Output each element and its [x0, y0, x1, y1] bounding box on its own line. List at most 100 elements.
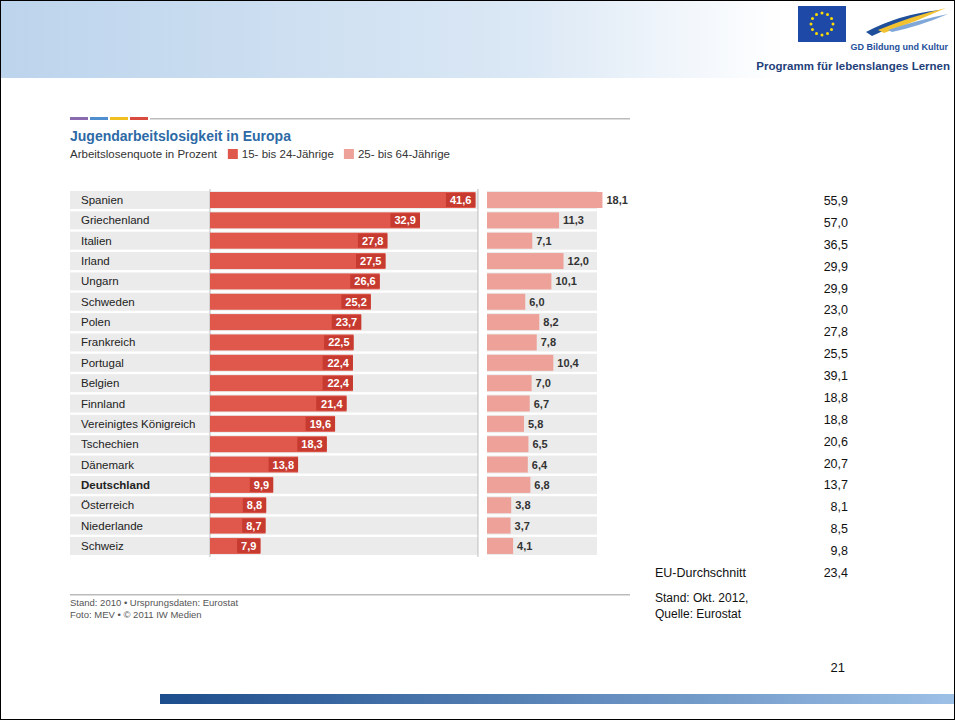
update-value: 18,8 — [824, 391, 848, 405]
row-stripe — [70, 354, 478, 372]
legend-label: 15- bis 24-Jährige — [242, 148, 334, 160]
eu-star — [830, 28, 833, 31]
row-stripe — [487, 456, 597, 474]
legend-swatch — [344, 149, 354, 159]
bar — [487, 233, 532, 249]
bar — [210, 396, 347, 412]
bar — [210, 334, 354, 350]
eu-star — [810, 23, 813, 26]
data-label-box — [341, 295, 370, 309]
data-label-box — [323, 356, 353, 370]
update-value: 29,9 — [824, 282, 848, 296]
data-label-box — [269, 458, 298, 472]
chart-title: Jugendarbeitslosigkeit in Europa — [70, 128, 291, 144]
bars-group — [487, 192, 602, 554]
row-stripe — [70, 456, 478, 474]
row-stripe — [70, 293, 478, 311]
update-value: 9,8 — [831, 544, 848, 558]
data-label-box — [306, 417, 335, 431]
eu-star — [815, 32, 818, 35]
row-stripe — [487, 252, 597, 270]
row-stripe — [487, 374, 597, 392]
bar — [487, 436, 528, 452]
source-note: Foto: MEV • © 2011 IW Medien — [70, 609, 202, 620]
logo-swoosh — [888, 14, 948, 32]
row-stripe — [70, 476, 478, 494]
data-label-box — [242, 519, 265, 533]
data-label: 22,4 — [327, 357, 349, 369]
row-stripe — [487, 313, 597, 331]
row-stripe — [487, 496, 597, 514]
eu-star — [811, 17, 814, 20]
bar — [210, 375, 353, 391]
update-value: 18,8 — [824, 413, 848, 427]
row-stripe — [487, 211, 597, 229]
slide: GD Bildung und KulturProgramm für lebens… — [0, 0, 955, 720]
row-stripe — [70, 252, 478, 270]
row-stripe — [487, 435, 597, 453]
category-label: Portugal — [81, 357, 124, 369]
data-label: 10,4 — [557, 357, 579, 369]
data-label-box — [358, 234, 387, 248]
bar — [210, 192, 475, 208]
data-label: 41,6 — [450, 194, 471, 206]
data-label: 3,7 — [515, 520, 530, 532]
bar — [487, 273, 551, 289]
data-label: 27,5 — [360, 255, 381, 267]
chart-subtitle: Arbeitslosenquote in Prozent — [70, 148, 218, 160]
bar — [487, 253, 564, 269]
data-label: 7,8 — [541, 336, 556, 348]
average-label: EU-Durchschnitt — [655, 566, 747, 580]
data-label: 4,1 — [517, 540, 532, 552]
update-value: 55,9 — [824, 194, 848, 208]
bars-group — [210, 192, 475, 554]
update-value: 25,5 — [824, 347, 848, 361]
bar — [487, 334, 537, 350]
average-value: 23,4 — [824, 566, 848, 580]
data-label-box — [356, 254, 385, 268]
data-label: 8,8 — [247, 499, 262, 511]
data-label: 12,0 — [568, 255, 589, 267]
data-label: 21,4 — [321, 398, 343, 410]
category-label: Niederlande — [81, 520, 143, 532]
data-label-box — [350, 274, 379, 288]
page-number: 21 — [831, 660, 845, 675]
data-label-box — [243, 498, 266, 512]
data-label: 6,4 — [532, 459, 548, 471]
department: GD Bildung und Kultur — [851, 42, 949, 52]
row-stripe — [487, 333, 597, 351]
bar — [210, 457, 298, 473]
data-label: 7,1 — [536, 235, 551, 247]
row-stripe — [487, 537, 597, 555]
bar — [487, 497, 511, 513]
category-label: Frankreich — [81, 336, 135, 348]
category-label: Belgien — [81, 377, 119, 389]
update-value: 29,9 — [824, 260, 848, 274]
bar — [210, 314, 361, 330]
row-stripe — [70, 517, 478, 535]
update-value: 20,7 — [824, 457, 848, 471]
category-label: Polen — [81, 316, 110, 328]
category-label: Griechenland — [81, 214, 149, 226]
category-label: Dänemark — [81, 459, 134, 471]
category-label: Finnland — [81, 398, 125, 410]
title-rule — [150, 118, 630, 120]
footer-rule — [70, 594, 630, 596]
eu-flag — [798, 6, 846, 42]
data-label: 3,8 — [515, 499, 530, 511]
data-label: 7,0 — [536, 377, 551, 389]
eu-star — [832, 23, 835, 26]
title-accent — [90, 117, 108, 120]
legend-swatch — [228, 149, 238, 159]
bar — [210, 538, 260, 554]
row-stripe — [487, 232, 597, 250]
data-label: 22,4 — [327, 377, 349, 389]
data-label-box — [390, 213, 419, 227]
data-label-box — [250, 478, 273, 492]
data-label: 6,7 — [534, 398, 549, 410]
data-label: 18,3 — [301, 438, 322, 450]
bar — [210, 355, 353, 371]
data-label: 8,7 — [246, 520, 261, 532]
logo-swoosh — [878, 8, 946, 33]
data-label: 11,3 — [563, 214, 584, 226]
